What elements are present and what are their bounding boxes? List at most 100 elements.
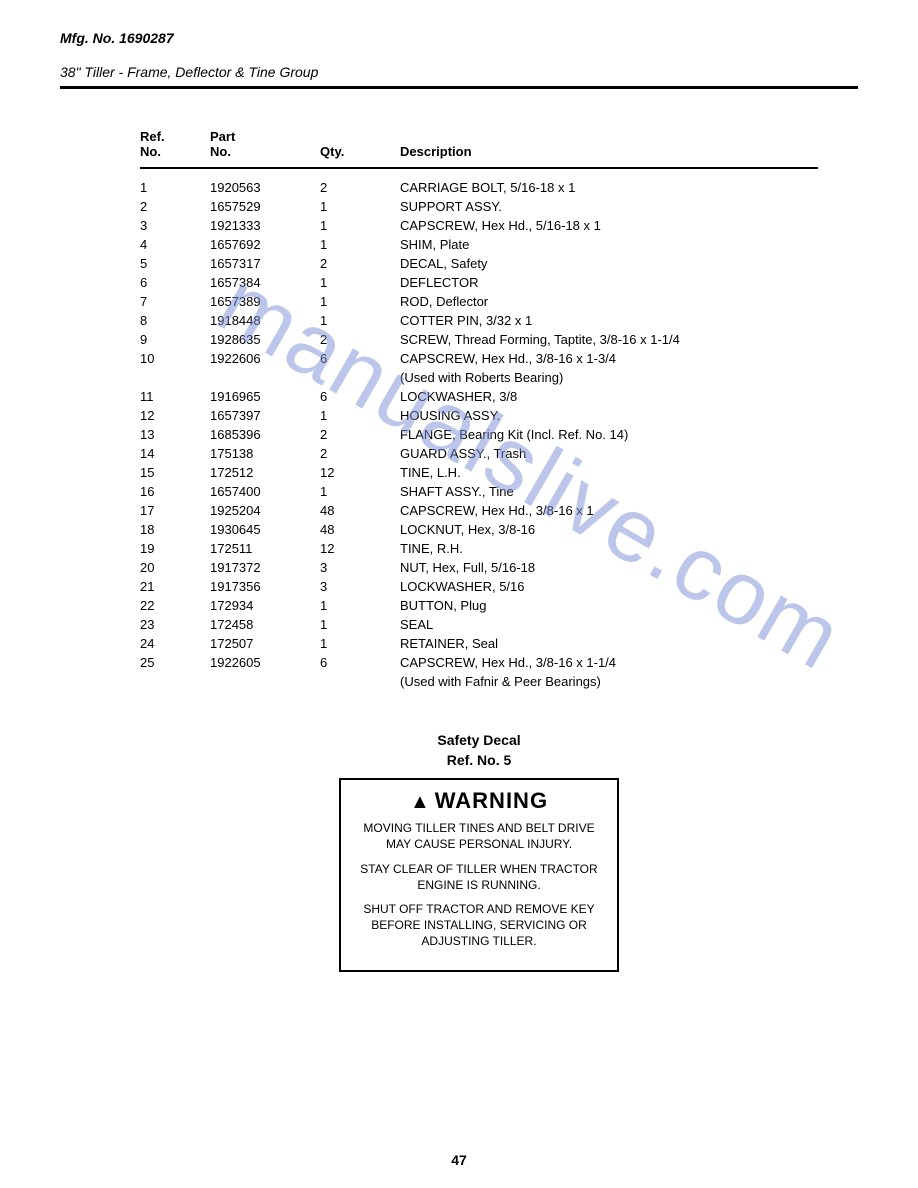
cell-qty: 2 xyxy=(320,444,400,463)
table-row: (Used with Roberts Bearing) xyxy=(140,368,818,387)
table-row: 216575291SUPPORT ASSY. xyxy=(140,197,818,216)
cell-part: 1657384 xyxy=(210,273,320,292)
cell-part: 1917372 xyxy=(210,558,320,577)
table-row: 2019173723NUT, Hex, Full, 5/16-18 xyxy=(140,558,818,577)
cell-qty: 2 xyxy=(320,178,400,197)
table-row: 231724581SEAL xyxy=(140,615,818,634)
cell-desc: SHAFT ASSY., Tine xyxy=(400,482,818,501)
cell-desc: CAPSCREW, Hex Hd., 3/8-16 x 1-1/4 xyxy=(400,653,818,672)
cell-qty: 2 xyxy=(320,330,400,349)
cell-desc: CAPSCREW, Hex Hd., 3/8-16 x 1-3/4 xyxy=(400,349,818,368)
cell-qty: 3 xyxy=(320,558,400,577)
cell-ref: 17 xyxy=(140,501,210,520)
cell-desc: CAPSCREW, Hex Hd., 3/8-16 x 1 xyxy=(400,501,818,520)
page-subtitle: 38" Tiller - Frame, Deflector & Tine Gro… xyxy=(60,64,858,80)
parts-table-wrap: Ref. No. Part No. Qty. Description xyxy=(140,129,818,972)
cell-part: 1922606 xyxy=(210,349,320,368)
cell-qty: 1 xyxy=(320,197,400,216)
cell-ref: 10 xyxy=(140,349,210,368)
cell-qty: 1 xyxy=(320,273,400,292)
cell-ref: 5 xyxy=(140,254,210,273)
cell-desc: ROD, Deflector xyxy=(400,292,818,311)
safety-decal-section: Safety Decal Ref. No. 5 ▲WARNING MOVING … xyxy=(140,731,818,972)
cell-ref: 9 xyxy=(140,330,210,349)
cell-desc: COTTER PIN, 3/32 x 1 xyxy=(400,311,818,330)
cell-ref: 2 xyxy=(140,197,210,216)
cell-desc: RETAINER, Seal xyxy=(400,634,818,653)
cell-part: 1657397 xyxy=(210,406,320,425)
cell-ref: 7 xyxy=(140,292,210,311)
cell-desc: NUT, Hex, Full, 5/16-18 xyxy=(400,558,818,577)
cell-qty: 2 xyxy=(320,254,400,273)
cell-desc: (Used with Fafnir & Peer Bearings) xyxy=(400,672,818,691)
table-row: 1019226066CAPSCREW, Hex Hd., 3/8-16 x 1-… xyxy=(140,349,818,368)
table-row: 141751382GUARD ASSY., Trash xyxy=(140,444,818,463)
cell-desc: LOCKWASHER, 5/16 xyxy=(400,577,818,596)
cell-desc: CARRIAGE BOLT, 5/16-18 x 1 xyxy=(400,178,818,197)
table-row: 1517251212TINE, L.H. xyxy=(140,463,818,482)
cell-desc: BUTTON, Plug xyxy=(400,596,818,615)
table-row: 919286352SCREW, Thread Forming, Taptite,… xyxy=(140,330,818,349)
safety-decal-title: Safety Decal Ref. No. 5 xyxy=(140,731,818,770)
cell-desc: DEFLECTOR xyxy=(400,273,818,292)
cell-part xyxy=(210,368,320,387)
cell-ref: 11 xyxy=(140,387,210,406)
cell-desc: GUARD ASSY., Trash xyxy=(400,444,818,463)
cell-part: 172934 xyxy=(210,596,320,615)
cell-qty: 12 xyxy=(320,539,400,558)
cell-part: 1657389 xyxy=(210,292,320,311)
warning-triangle-icon: ▲ xyxy=(410,791,431,814)
cell-desc: SHIM, Plate xyxy=(400,235,818,254)
table-row: 1616574001SHAFT ASSY., Tine xyxy=(140,482,818,501)
table-row: 221729341BUTTON, Plug xyxy=(140,596,818,615)
cell-ref: 25 xyxy=(140,653,210,672)
table-row: 1316853962FLANGE, Bearing Kit (Incl. Ref… xyxy=(140,425,818,444)
cell-ref xyxy=(140,368,210,387)
table-row: 819184481COTTER PIN, 3/32 x 1 xyxy=(140,311,818,330)
parts-table: Ref. No. Part No. Qty. Description xyxy=(140,129,818,691)
cell-part: 1657400 xyxy=(210,482,320,501)
cell-part: 1925204 xyxy=(210,501,320,520)
cell-qty: 48 xyxy=(320,501,400,520)
cell-desc: SUPPORT ASSY. xyxy=(400,197,818,216)
cell-desc: CAPSCREW, Hex Hd., 5/16-18 x 1 xyxy=(400,216,818,235)
table-row: (Used with Fafnir & Peer Bearings) xyxy=(140,672,818,691)
table-row: 18193064548LOCKNUT, Hex, 3/8-16 xyxy=(140,520,818,539)
cell-part: 1657692 xyxy=(210,235,320,254)
table-row: 716573891ROD, Deflector xyxy=(140,292,818,311)
cell-ref: 16 xyxy=(140,482,210,501)
cell-desc: DECAL, Safety xyxy=(400,254,818,273)
cell-ref: 12 xyxy=(140,406,210,425)
warning-text-3: SHUT OFF TRACTOR AND REMOVE KEY BEFORE I… xyxy=(351,901,607,950)
cell-part: 172512 xyxy=(210,463,320,482)
table-row: 241725071RETAINER, Seal xyxy=(140,634,818,653)
cell-qty: 1 xyxy=(320,235,400,254)
cell-part: 1685396 xyxy=(210,425,320,444)
cell-part: 1930645 xyxy=(210,520,320,539)
col-desc-header: Description xyxy=(400,129,818,168)
cell-ref: 18 xyxy=(140,520,210,539)
col-qty-header: Qty. xyxy=(320,129,400,168)
col-ref-header: Ref. No. xyxy=(140,129,210,168)
cell-desc: TINE, R.H. xyxy=(400,539,818,558)
cell-ref: 14 xyxy=(140,444,210,463)
cell-ref: 23 xyxy=(140,615,210,634)
header-rule xyxy=(60,86,858,89)
table-row: 1119169656LOCKWASHER, 3/8 xyxy=(140,387,818,406)
warning-text-2: STAY CLEAR OF TILLER WHEN TRACTOR ENGINE… xyxy=(351,861,607,893)
table-row: 319213331CAPSCREW, Hex Hd., 5/16-18 x 1 xyxy=(140,216,818,235)
page-container: Mfg. No. 1690287 38" Tiller - Frame, Def… xyxy=(0,0,918,992)
cell-ref: 24 xyxy=(140,634,210,653)
cell-part: 172511 xyxy=(210,539,320,558)
col-part-header: Part No. xyxy=(210,129,320,168)
table-row: 2519226056CAPSCREW, Hex Hd., 3/8-16 x 1-… xyxy=(140,653,818,672)
cell-ref: 4 xyxy=(140,235,210,254)
cell-ref: 13 xyxy=(140,425,210,444)
cell-desc: TINE, L.H. xyxy=(400,463,818,482)
table-row: 416576921SHIM, Plate xyxy=(140,235,818,254)
warning-text-1: MOVING TILLER TINES AND BELT DRIVE MAY C… xyxy=(351,820,607,852)
cell-ref: 21 xyxy=(140,577,210,596)
cell-qty: 6 xyxy=(320,387,400,406)
cell-desc: SEAL xyxy=(400,615,818,634)
cell-qty: 48 xyxy=(320,520,400,539)
